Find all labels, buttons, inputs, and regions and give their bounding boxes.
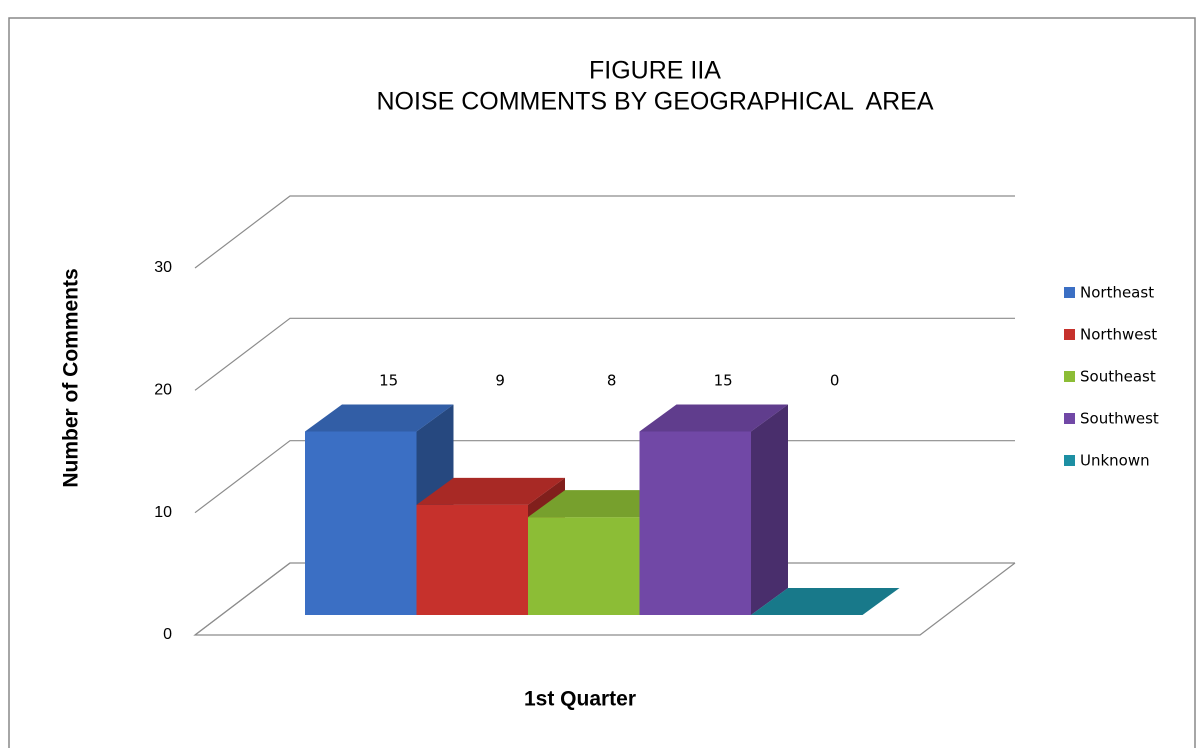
bar-top [751, 588, 900, 615]
chart-title: FIGURE IIA [589, 57, 721, 85]
bar-front [305, 431, 417, 615]
y-tick-label: 10 [154, 504, 172, 521]
bar [751, 588, 900, 615]
bar-front [528, 517, 640, 615]
legend-label: Northeast [1080, 284, 1154, 302]
legend-label: Northwest [1080, 326, 1157, 344]
y-tick-label: 0 [163, 626, 172, 643]
bar-top-shade [305, 404, 454, 432]
chart-frame [8, 17, 1196, 748]
y-tick-label: 20 [154, 382, 172, 399]
data-label: 9 [495, 372, 505, 390]
bar [639, 404, 788, 615]
bar-top [416, 477, 565, 505]
grid-line [194, 317, 1015, 391]
bar-top-shade [639, 404, 788, 432]
data-label: 0 [830, 372, 840, 390]
bar-side-shade [751, 404, 788, 615]
legend-swatch [1064, 413, 1075, 424]
legend-label: Southwest [1080, 410, 1159, 428]
legend-swatch [1064, 329, 1075, 340]
legend-label: Southeast [1080, 368, 1156, 386]
legend-swatch [1064, 455, 1075, 466]
bar-front [416, 504, 528, 615]
y-tick-label: 30 [154, 259, 172, 276]
chart-subtitle: NOISE COMMENTS BY GEOGRAPHICAL AREA [376, 88, 933, 116]
bar-top-shade [751, 588, 900, 615]
legend-swatch [1064, 287, 1075, 298]
bar-front [639, 431, 751, 615]
legend-swatch [1064, 371, 1075, 382]
y-axis-label: Number of Comments [60, 268, 83, 487]
grid-line [194, 195, 1015, 269]
data-label: 15 [714, 372, 733, 390]
bar-top-shade [416, 477, 565, 505]
bar-top [305, 404, 454, 432]
bar-top [639, 404, 788, 432]
bar-top [528, 490, 677, 518]
bar-side [751, 404, 788, 615]
data-label: 8 [607, 372, 617, 390]
bar-top-shade [528, 490, 677, 518]
data-label: 15 [379, 372, 398, 390]
legend-label: Unknown [1080, 452, 1150, 470]
x-axis-label: 1st Quarter [524, 688, 636, 711]
